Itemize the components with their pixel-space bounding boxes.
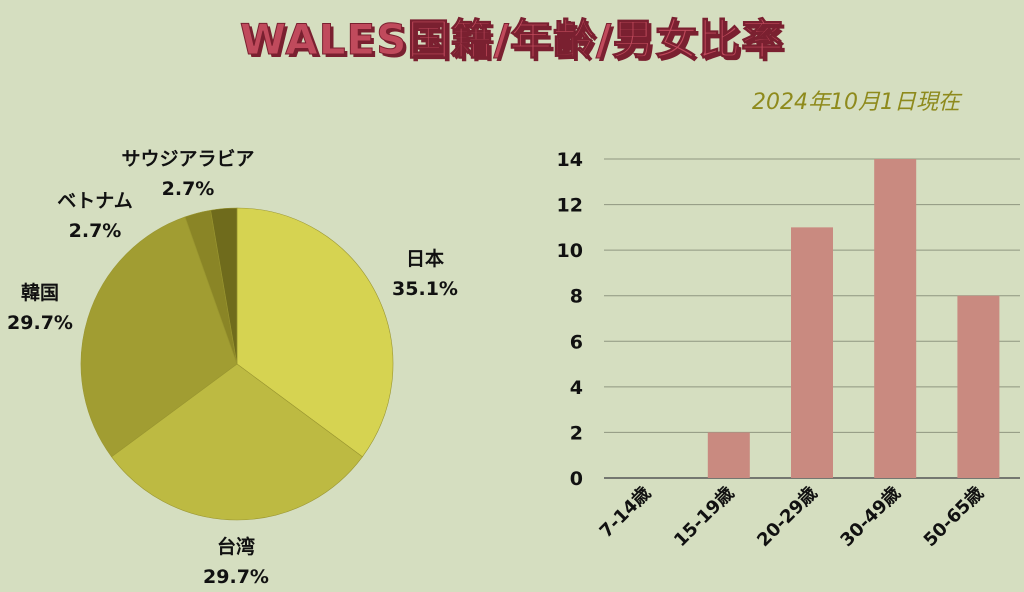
y-tick-label: 2	[570, 422, 583, 444]
bar-2	[791, 227, 833, 478]
as-of-date: 2024年10月1日現在	[752, 90, 960, 115]
pie-label-vietnam: ベトナム 2.7%	[40, 186, 150, 246]
pie-label-taiwan-pct: 29.7%	[203, 566, 269, 588]
pie-label-taiwan-name: 台湾	[216, 536, 255, 558]
pie-slice-2	[80, 216, 238, 458]
pie-label-japan-pct: 35.1%	[392, 278, 458, 300]
pie-label-saudi-pct: 2.7%	[161, 178, 215, 200]
pie-label-saudi: サウジアラビア 2.7%	[98, 144, 278, 204]
x-tick-label: 15-19歳	[670, 483, 738, 551]
pie-slice-4	[210, 207, 238, 365]
pie-label-korea-pct: 29.7%	[7, 312, 73, 334]
y-tick-label: 14	[557, 149, 583, 171]
y-tick-label: 8	[570, 286, 583, 308]
y-tick-label: 12	[557, 195, 583, 217]
y-tick-label: 4	[570, 377, 583, 399]
pie-slice-3	[184, 209, 238, 365]
y-tick-label: 0	[570, 468, 583, 490]
bar-1	[707, 432, 750, 478]
bar-4	[957, 295, 1000, 478]
y-tick-label: 6	[570, 331, 583, 353]
pie-slice-0	[236, 207, 394, 458]
y-tick-label: 10	[557, 240, 583, 262]
x-tick-label: 20-29歳	[753, 483, 821, 551]
bar-3	[874, 159, 917, 478]
x-tick-label: 30-49歳	[836, 483, 904, 551]
pie-label-taiwan: 台湾 29.7%	[186, 532, 286, 592]
pie-slice-1	[111, 363, 363, 521]
pie-label-saudi-name: サウジアラビア	[121, 148, 255, 170]
pie-label-korea-name: 韓国	[20, 282, 59, 304]
pie-label-korea: 韓国 29.7%	[0, 278, 90, 338]
pie-label-vietnam-pct: 2.7%	[68, 220, 122, 242]
pie-label-japan-name: 日本	[405, 248, 444, 270]
pie-label-japan: 日本 35.1%	[375, 244, 475, 304]
page-title: WALES国籍/年齢/男女比率	[239, 15, 785, 65]
pie-label-vietnam-name: ベトナム	[57, 190, 133, 212]
x-tick-label: 50-65歳	[920, 483, 988, 551]
x-tick-label: 7-14歳	[596, 483, 655, 542]
